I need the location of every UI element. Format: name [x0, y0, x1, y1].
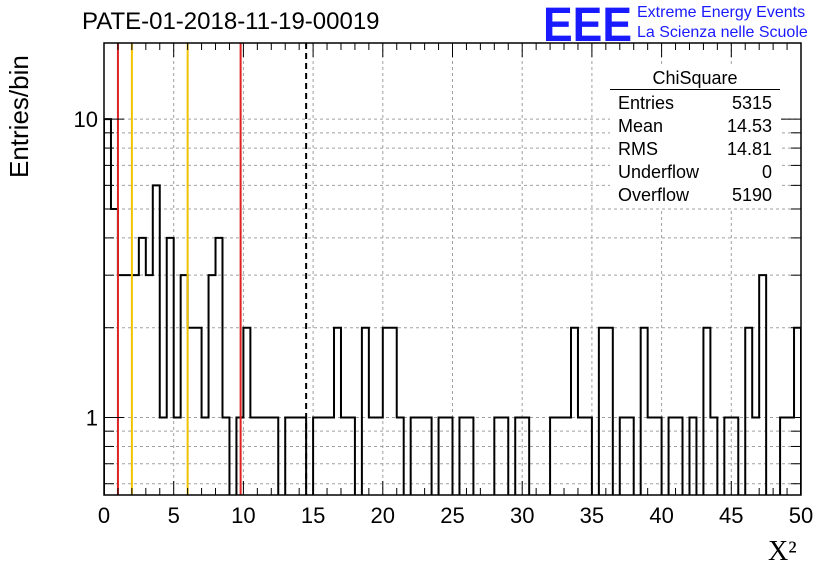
stats-title: ChiSquare — [610, 67, 780, 90]
x-tick-label: 25 — [440, 503, 464, 528]
reference-lines — [116, 43, 308, 495]
logo-mark: EEE — [543, 2, 632, 44]
x-tick-label: 50 — [789, 503, 813, 528]
stats-label: Entries — [618, 93, 675, 113]
chart-title: PATE-01-2018-11-19-00019 — [82, 8, 380, 35]
x-tick-label: 15 — [301, 503, 325, 528]
stats-row-rms: RMS 14.81 — [610, 138, 780, 161]
stats-row-overflow: Overflow 5190 — [610, 184, 780, 207]
y-tick-label: 1 — [86, 406, 98, 431]
stats-value: 14.81 — [726, 139, 772, 159]
stats-row-entries: Entries 5315 — [610, 92, 780, 115]
stats-value: 5190 — [731, 185, 772, 205]
histogram-outline — [104, 118, 801, 495]
y-tick-labels: 1 10 — [74, 107, 98, 430]
stats-label: Underflow — [618, 162, 700, 182]
y-axis-label: Entries/bin — [4, 55, 34, 178]
x-tick-labels: 0 5 10 15 20 25 30 35 40 45 50 — [98, 503, 813, 528]
x-tick-label: 5 — [168, 503, 180, 528]
stats-value: 14.53 — [726, 116, 772, 136]
x-tick-label: 30 — [510, 503, 534, 528]
eee-logo: EEE — [543, 2, 632, 44]
stats-value: 0 — [761, 162, 772, 182]
x-tick-label: 35 — [580, 503, 604, 528]
x-tick-label: 45 — [719, 503, 743, 528]
histogram-bins — [104, 118, 801, 495]
x-tick-label: 0 — [98, 503, 110, 528]
stats-row-mean: Mean 14.53 — [610, 115, 780, 138]
stats-row-underflow: Underflow 0 — [610, 161, 780, 184]
stats-label: Overflow — [618, 185, 690, 205]
stats-label: Mean — [618, 116, 664, 136]
x-axis-label: X² — [768, 536, 797, 567]
stats-value: 5315 — [731, 93, 772, 113]
axis-ticks — [103, 43, 802, 495]
x-tick-label: 10 — [231, 503, 255, 528]
x-tick-label: 20 — [371, 503, 395, 528]
stats-label: RMS — [618, 139, 658, 159]
stats-box: ChiSquare Entries 5315 Mean 14.53 RMS 14… — [610, 67, 780, 208]
y-tick-label: 10 — [74, 107, 98, 132]
logo-line-1: Extreme Energy Events — [637, 4, 806, 21]
logo-line-2: La Scienza nelle Scuole — [637, 24, 808, 41]
x-tick-label: 40 — [649, 503, 673, 528]
